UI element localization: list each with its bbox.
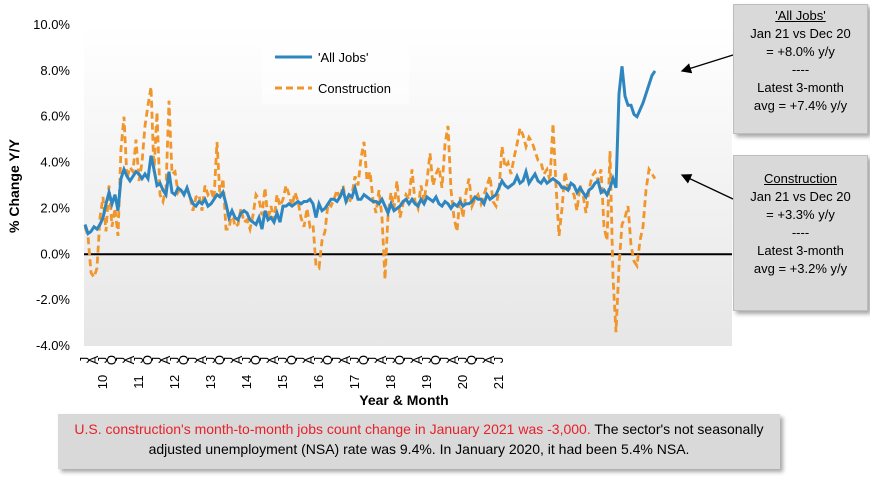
x-tick-label: J — [257, 357, 272, 364]
footer-note-text: The sector's not seasonally adjusted une… — [148, 421, 764, 457]
x-tick-label: A — [482, 355, 497, 364]
x-tick-label: J — [419, 357, 434, 364]
x-tick-label: J — [491, 357, 506, 364]
callout-construction-title: Construction — [764, 171, 837, 186]
x-tick-label: O — [464, 355, 479, 365]
x-tick-label: J — [437, 357, 452, 364]
y-tick-label: 0.0% — [40, 246, 70, 261]
legend: 'All Jobs' Construction — [262, 42, 409, 104]
x-tick-label: O — [212, 355, 227, 365]
x-tick-label: A — [86, 355, 101, 364]
series-line-all-jobs — [83, 66, 657, 237]
x-tick-label: O — [284, 355, 299, 365]
callout-all-jobs: 'All Jobs' Jan 21 vs Dec 20 = +8.0% y/y … — [733, 4, 868, 134]
x-tick-label: J — [347, 357, 362, 364]
x-year-label: 10 — [95, 375, 110, 389]
x-year-label: 15 — [275, 375, 290, 389]
arrow-construction — [680, 174, 734, 200]
legend-label-construction: Construction — [318, 81, 391, 96]
x-tick-label: J — [131, 357, 146, 364]
x-tick-label: J — [293, 357, 308, 364]
y-tick-label: 8.0% — [40, 63, 70, 78]
callout-construction-line: avg = +3.2% y/y — [753, 261, 848, 276]
x-tick-label: A — [302, 355, 317, 364]
x-year-label: 13 — [203, 375, 218, 389]
x-tick-label: J — [401, 357, 416, 364]
x-year-label: 17 — [347, 375, 362, 389]
callout-all-jobs-line: = +8.0% y/y — [766, 44, 835, 59]
x-tick-label: J — [149, 357, 164, 364]
x-tick-label: J — [383, 357, 398, 364]
x-tick-label: J — [473, 357, 488, 364]
callout-construction-line: Latest 3-month — [757, 243, 844, 258]
x-tick-label: J — [113, 357, 128, 364]
footer-note: U.S. construction's month-to-month jobs … — [58, 414, 780, 469]
x-tick-label: J — [311, 357, 326, 364]
x-year-label: 12 — [167, 375, 182, 389]
y-tick-label: 10.0% — [33, 17, 70, 32]
y-tick-label: 4.0% — [40, 155, 70, 170]
x-tick-label: J — [185, 357, 200, 364]
x-tick-label: J — [365, 357, 380, 364]
legend-box — [262, 42, 409, 104]
y-tick-label: -2.0% — [36, 292, 70, 307]
x-tick-label: J — [221, 357, 236, 364]
x-tick-label: O — [248, 355, 263, 365]
legend-label-all-jobs: 'All Jobs' — [318, 50, 368, 65]
x-tick-label: A — [338, 355, 353, 364]
arrow-all-jobs — [680, 54, 734, 74]
y-tick-label: -4.0% — [36, 338, 70, 353]
callout-construction: Construction Jan 21 vs Dec 20 = +3.3% y/… — [733, 155, 868, 311]
x-tick-label: J — [455, 357, 470, 364]
callout-all-jobs-title: 'All Jobs' — [775, 8, 826, 23]
y-tick-label: 6.0% — [40, 109, 70, 124]
x-year-label: 18 — [383, 375, 398, 389]
x-tick-label: O — [392, 355, 407, 365]
x-axis-title: Year & Month — [359, 392, 448, 408]
x-tick-label: J — [203, 357, 218, 364]
callout-all-jobs-line: Jan 21 vs Dec 20 — [750, 26, 851, 41]
callout-construction-line: = +3.3% y/y — [766, 207, 835, 222]
x-year-label: 20 — [455, 375, 470, 389]
x-tick-label: A — [158, 355, 173, 364]
x-tick-label: A — [194, 355, 209, 364]
x-tick-label: A — [410, 355, 425, 364]
x-year-label: 14 — [239, 375, 254, 389]
x-tick-label: O — [104, 355, 119, 365]
x-tick-label: A — [266, 355, 281, 364]
x-year-label: 11 — [131, 375, 146, 389]
x-year-label: 16 — [311, 375, 326, 389]
x-year-label: 21 — [491, 375, 506, 389]
x-tick-label: J — [167, 357, 182, 364]
callout-all-jobs-line: avg = +7.4% y/y — [753, 98, 848, 113]
callout-all-jobs-line: ---- — [791, 62, 810, 77]
footer-note-highlight: U.S. construction's month-to-month jobs … — [74, 421, 591, 437]
x-tick-label: O — [428, 355, 443, 365]
x-tick-label: A — [446, 355, 461, 364]
x-tick-label: A — [374, 355, 389, 364]
y-axis: -4.0% -2.0% 0.0% 2.0% 4.0% 6.0% 8.0% 10.0% — [33, 17, 70, 353]
y-axis-title: % Change Y/Y — [6, 138, 22, 233]
chart: -4.0%-2.0%0.0%2.0%4.0%6.0%8.0%10.0% JAJO… — [6, 17, 734, 408]
callout-construction-line: ---- — [791, 225, 810, 240]
x-axis: JAJOJAJOJAJOJAJOJAJOJAJOJAJOJAJOJAJOJAJO… — [77, 355, 506, 389]
callout-all-jobs-line: Latest 3-month — [757, 80, 844, 95]
x-tick-label: A — [230, 355, 245, 364]
y-tick-label: 2.0% — [40, 200, 70, 215]
x-tick-label: J — [329, 357, 344, 364]
x-tick-label: O — [140, 355, 155, 365]
x-tick-label: O — [356, 355, 371, 365]
x-tick-label: J — [239, 357, 254, 364]
x-year-label: 19 — [419, 375, 434, 389]
x-tick-label: J — [95, 357, 110, 364]
x-tick-label: O — [320, 355, 335, 365]
callout-construction-line: Jan 21 vs Dec 20 — [750, 189, 851, 204]
x-tick-label: O — [176, 355, 191, 365]
x-tick-label: J — [77, 357, 92, 364]
x-tick-label: J — [275, 357, 290, 364]
x-tick-label: A — [122, 355, 137, 364]
